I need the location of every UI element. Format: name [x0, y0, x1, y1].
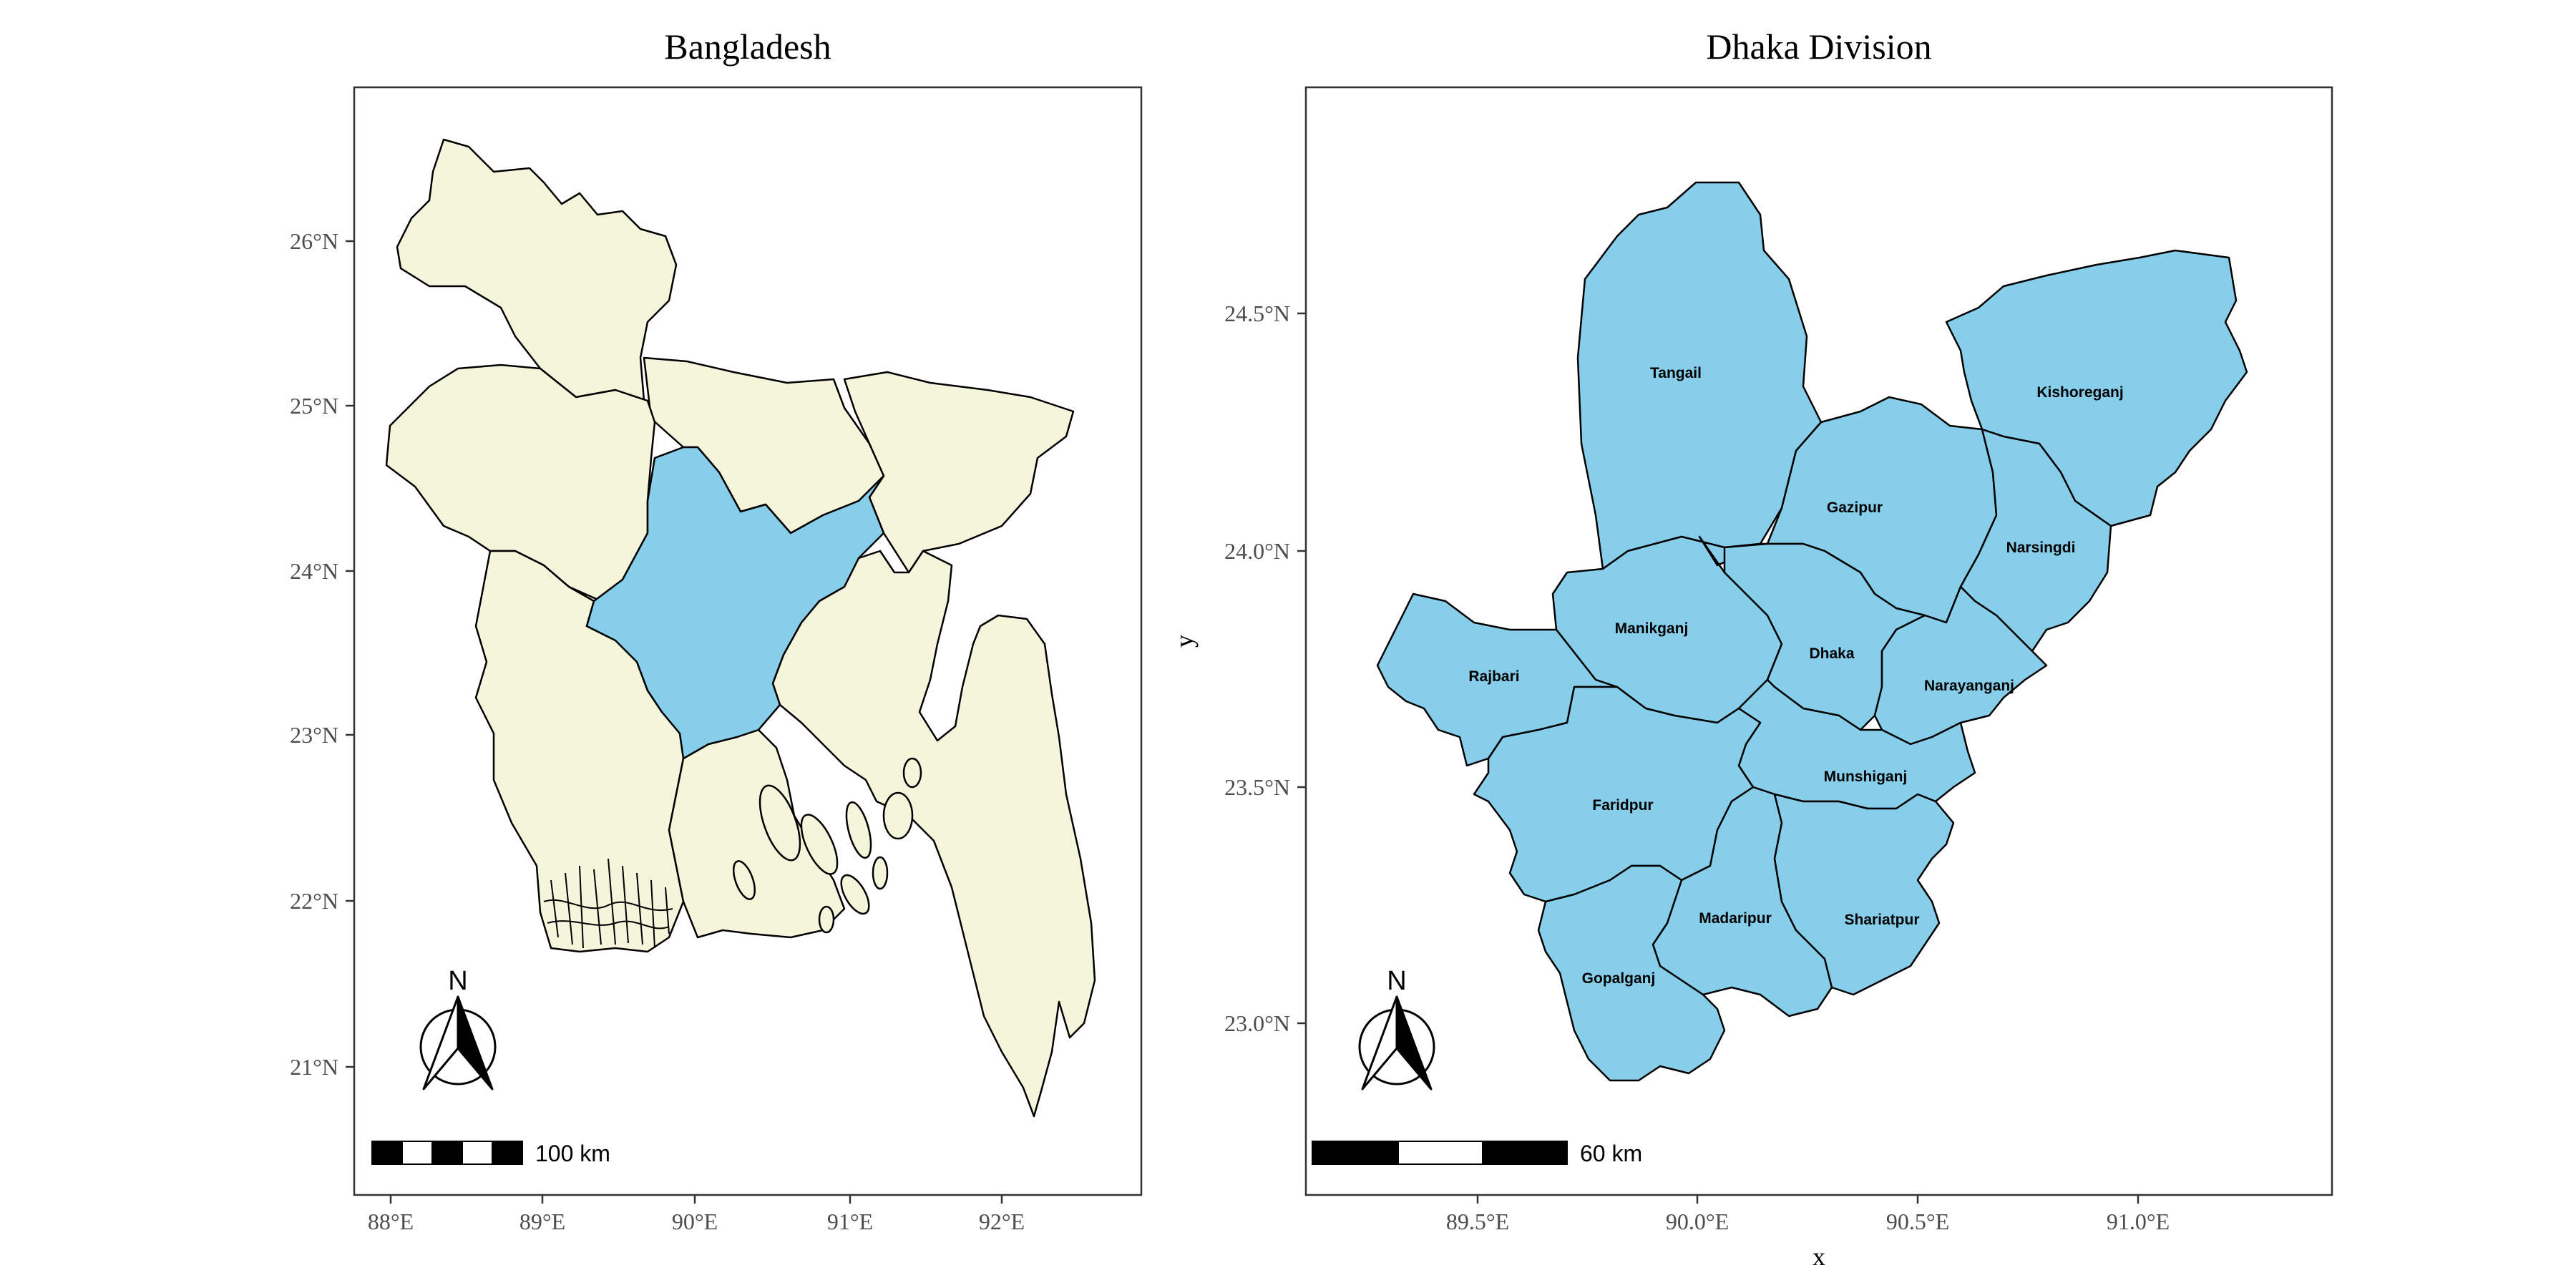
- x-tick-label: 92°E: [979, 1209, 1025, 1234]
- bangladesh-scale-bar: 100 km: [371, 1141, 610, 1166]
- bangladesh-x-axis: 88°E 89°E 90°E 91°E 92°E: [368, 1195, 1025, 1234]
- dhaka-north-arrow: N: [1358, 966, 1435, 1091]
- y-tick-label: 23°N: [290, 722, 338, 748]
- district-label: Madaripur: [1699, 910, 1772, 927]
- district-label: Munshiganj: [1824, 769, 1908, 785]
- district-shariatpur: [1773, 793, 1955, 996]
- district-label: Shariatpur: [1844, 912, 1919, 928]
- y-tick-label: 26°N: [290, 228, 338, 254]
- x-tick-label: 89.5°E: [1446, 1209, 1509, 1234]
- x-tick-label: 91.0°E: [2107, 1209, 2170, 1234]
- y-tick-label: 24°N: [290, 558, 338, 584]
- scale-bar-label: 60 km: [1580, 1141, 1642, 1166]
- y-tick-label: 22°N: [290, 888, 338, 914]
- dhaka-scale-bar: 60 km: [1312, 1141, 1642, 1166]
- x-tick-label: 90.0°E: [1666, 1209, 1729, 1234]
- bangladesh-y-axis: 21°N 22°N 23°N 24°N 25°N 26°N: [290, 228, 354, 1080]
- district-label: Narayanganj: [1924, 678, 2014, 694]
- district-gopalganj: [1537, 864, 1726, 1082]
- bangladesh-divisions: [385, 138, 1096, 1118]
- district-label: Manikganj: [1615, 620, 1689, 637]
- north-arrow-label: N: [1387, 966, 1406, 996]
- coastal-islands: [732, 757, 922, 934]
- dhaka-map-title: Dhaka Division: [1706, 26, 1931, 67]
- y-tick-label: 24.0°N: [1224, 538, 1290, 564]
- district-narayanganj: [1873, 585, 2048, 746]
- y-tick-label: 23.5°N: [1224, 774, 1290, 800]
- x-tick-label: 90.5°E: [1886, 1209, 1949, 1234]
- district-label: Gopalganj: [1582, 970, 1656, 987]
- y-axis-title: y: [1170, 635, 1199, 648]
- division-rangpur: [396, 138, 678, 402]
- district-label: Kishoreganj: [2036, 384, 2123, 401]
- district-label: Tangail: [1650, 365, 1702, 381]
- dhaka-x-axis: 89.5°E 90.0°E 90.5°E 91.0°E x: [1446, 1195, 2170, 1271]
- dhaka-districts: [1376, 181, 2248, 1082]
- district-label: Dhaka: [1809, 645, 1854, 662]
- x-tick-label: 91°E: [827, 1209, 873, 1234]
- dhaka-division-map-panel: Dhaka Division Tangail Kishoreganj Gazip…: [1170, 26, 2333, 1271]
- district-label: Gazipur: [1827, 499, 1883, 516]
- x-tick-label: 89°E: [519, 1209, 565, 1234]
- district-label: Narsingdi: [2006, 540, 2076, 556]
- y-tick-label: 25°N: [290, 393, 338, 419]
- dhaka-y-axis: 23.0°N 23.5°N 24.0°N 24.5°N y: [1170, 301, 1306, 1036]
- division-dhaka-highlighted: [585, 446, 885, 760]
- bangladesh-map-title: Bangladesh: [664, 26, 831, 67]
- x-tick-label: 88°E: [368, 1209, 414, 1234]
- y-tick-label: 24.5°N: [1224, 301, 1290, 326]
- bangladesh-map-panel: Bangladesh: [290, 26, 1143, 1234]
- y-tick-label: 21°N: [290, 1054, 338, 1080]
- bangladesh-north-arrow: N: [419, 966, 497, 1091]
- x-tick-label: 90°E: [672, 1209, 718, 1234]
- district-label: Faridpur: [1592, 797, 1653, 814]
- district-labels: Tangail Kishoreganj Gazipur Narsingdi Ma…: [1468, 365, 2123, 987]
- district-label: Rajbari: [1468, 668, 1519, 685]
- x-axis-title: x: [1813, 1242, 1825, 1271]
- district-narsingdi: [1959, 428, 2112, 653]
- y-tick-label: 23.0°N: [1224, 1010, 1290, 1036]
- north-arrow-label: N: [448, 966, 467, 996]
- scale-bar-label: 100 km: [535, 1141, 610, 1166]
- sundarbans-coastline: [543, 858, 673, 949]
